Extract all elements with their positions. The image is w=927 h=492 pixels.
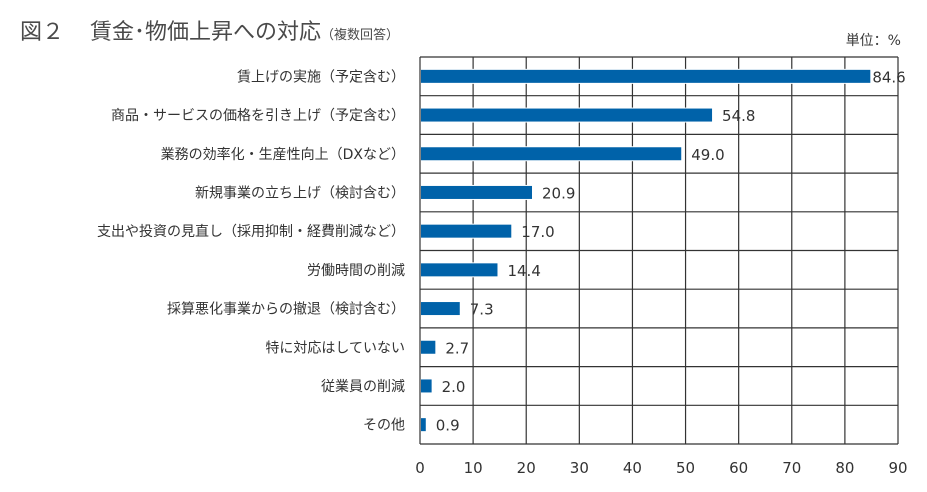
x-tick-label: 60 <box>729 459 748 477</box>
bar <box>421 185 533 199</box>
title-main: 賃金･物価上昇への対応 <box>90 20 322 45</box>
category-label: 特に対応はしていない <box>265 340 405 356</box>
value-label: 54.8 <box>722 107 755 125</box>
x-tick-label: 80 <box>835 459 854 477</box>
x-tick-label: 50 <box>676 459 695 477</box>
value-label: 2.0 <box>442 378 466 396</box>
x-tick-label: 20 <box>517 459 536 477</box>
x-tick-label: 30 <box>570 459 589 477</box>
category-labels: 賃上げの実施（予定含む） 商品・サービスの価格を引き上げ（予定含む） 業務の効率化・… <box>97 69 405 433</box>
category-label: その他 <box>363 418 405 434</box>
category-label: 商品・サービスの価格を引き上げ（予定含む） <box>111 108 405 124</box>
title-note: （複数回答） <box>321 28 400 43</box>
category-label: 支出や投資の見直し（採用抑制・経費削減など） <box>97 223 405 240</box>
bar <box>421 340 436 354</box>
x-tick-label: 40 <box>623 459 642 477</box>
value-label: 7.3 <box>470 301 494 319</box>
figure-number: 図２ <box>20 20 65 45</box>
category-label: 業務の効率化・生産性向上（DXなど） <box>161 146 405 163</box>
category-label: 労働時間の削減 <box>307 262 405 279</box>
x-tick-labels: 0 10 20 30 40 50 60 70 80 90 <box>415 459 907 477</box>
category-label: 賃上げの実施（予定含む） <box>237 69 405 85</box>
x-tick-label: 0 <box>415 459 425 477</box>
value-label: 2.7 <box>445 339 469 357</box>
bar <box>421 302 460 316</box>
category-label: 採算悪化事業からの撤退（検討含む） <box>167 302 405 318</box>
bar <box>421 379 432 393</box>
value-label: 20.9 <box>542 184 575 202</box>
bar <box>421 69 871 83</box>
value-label: 84.6 <box>872 68 905 86</box>
x-tick-label: 70 <box>782 459 801 477</box>
value-label: 17.0 <box>521 223 554 241</box>
bar <box>421 108 713 122</box>
unit-label: 単位：% <box>845 33 901 49</box>
bars <box>421 68 871 433</box>
bar <box>421 147 682 161</box>
bar <box>421 418 426 432</box>
value-label: 0.9 <box>436 417 460 435</box>
value-label: 14.4 <box>507 262 540 280</box>
x-tick-label: 90 <box>888 459 907 477</box>
category-label: 新規事業の立ち上げ（検討含む） <box>195 185 405 201</box>
value-label: 49.0 <box>691 146 724 164</box>
bar <box>421 224 512 238</box>
chart-title: 図２ 賃金･物価上昇への対応（複数回答） <box>20 14 399 46</box>
value-labels: 84.6 54.8 49.0 20.9 17.0 14.4 7.3 2.7 2.0 0.9 <box>436 68 906 434</box>
category-label: 従業員の削減 <box>321 378 405 395</box>
bar <box>421 263 498 277</box>
x-tick-label: 10 <box>464 459 483 477</box>
